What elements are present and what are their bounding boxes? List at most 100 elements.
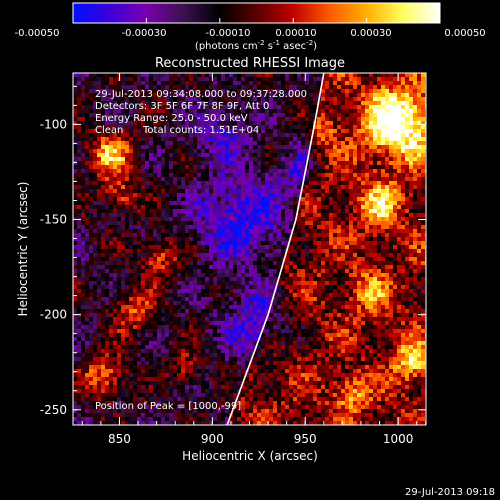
heatmap-cell	[257, 161, 262, 166]
heatmap-cell	[265, 101, 270, 106]
heatmap-cell	[149, 97, 154, 102]
heatmap-cell	[245, 77, 250, 82]
heatmap-cell	[249, 269, 254, 274]
heatmap-cell	[209, 229, 214, 234]
heatmap-cell	[177, 289, 182, 294]
heatmap-cell	[337, 229, 342, 234]
heatmap-cell	[393, 149, 398, 154]
heatmap-cell	[405, 89, 410, 94]
heatmap-cell	[173, 193, 178, 198]
heatmap-cell	[381, 149, 386, 154]
heatmap-cell	[201, 221, 206, 226]
heatmap-cell	[369, 133, 374, 138]
heatmap-cell	[257, 157, 262, 162]
heatmap-cell	[393, 161, 398, 166]
heatmap-cell	[217, 269, 222, 274]
heatmap-cell	[409, 181, 414, 186]
heatmap-cell	[129, 241, 134, 246]
heatmap-cell	[229, 273, 234, 278]
heatmap-cell	[289, 265, 294, 270]
heatmap-cell	[385, 157, 390, 162]
heatmap-cell	[189, 293, 194, 298]
heatmap-cell	[205, 281, 210, 286]
heatmap-cell	[253, 133, 258, 138]
heatmap-cell	[337, 93, 342, 98]
heatmap-cell	[249, 173, 254, 178]
heatmap-cell	[333, 177, 338, 182]
heatmap-cell	[229, 97, 234, 102]
heatmap-cell	[281, 153, 286, 158]
heatmap-cell	[249, 169, 254, 174]
heatmap-cell	[297, 213, 302, 218]
heatmap-cell	[121, 97, 126, 102]
heatmap-cell	[285, 161, 290, 166]
chart-title: Reconstructed RHESSI Image	[155, 56, 345, 71]
heatmap-cell	[133, 73, 138, 78]
heatmap-cell	[225, 273, 230, 278]
heatmap-cell	[185, 113, 190, 118]
heatmap-cell	[285, 281, 290, 286]
heatmap-cell	[137, 197, 142, 202]
heatmap-cell	[345, 145, 350, 150]
heatmap-cell	[229, 237, 234, 242]
heatmap-cell	[133, 173, 138, 178]
heatmap-cell	[253, 77, 258, 82]
heatmap-cell	[141, 229, 146, 234]
heatmap-cell	[189, 289, 194, 294]
heatmap-cell	[209, 185, 214, 190]
heatmap-cell	[77, 73, 82, 78]
heatmap-cell	[137, 209, 142, 214]
heatmap-cell	[161, 293, 166, 298]
heatmap-cell	[121, 237, 126, 242]
heatmap-cell	[313, 161, 318, 166]
heatmap-cell	[325, 137, 330, 142]
heatmap-cell	[141, 145, 146, 150]
heatmap-cell	[129, 169, 134, 174]
heatmap-cell	[293, 185, 298, 190]
heatmap-cell	[305, 253, 310, 258]
heatmap-cell	[105, 129, 110, 134]
heatmap-cell	[97, 145, 102, 150]
heatmap-cell	[357, 269, 362, 274]
heatmap-cell	[145, 261, 150, 266]
heatmap-cell	[89, 145, 94, 150]
heatmap-cell	[417, 109, 422, 114]
heatmap-cell	[169, 165, 174, 170]
heatmap-cell	[193, 189, 198, 194]
heatmap-cell	[397, 233, 402, 238]
heatmap-cell	[405, 213, 410, 218]
heatmap-cell	[221, 217, 226, 222]
heatmap-cell	[365, 141, 370, 146]
heatmap-cell	[401, 233, 406, 238]
heatmap-cell	[289, 237, 294, 242]
heatmap-cell	[273, 109, 278, 114]
heatmap-cell	[161, 213, 166, 218]
heatmap-cell	[317, 125, 322, 130]
heatmap-cell	[201, 149, 206, 154]
heatmap-cell	[417, 245, 422, 250]
heatmap-cell	[229, 125, 234, 130]
heatmap-cell	[161, 237, 166, 242]
heatmap-cell	[369, 177, 374, 182]
heatmap-cell	[233, 269, 238, 274]
heatmap-cell	[221, 113, 226, 118]
heatmap-cell	[257, 133, 262, 138]
heatmap-cell	[177, 261, 182, 266]
heatmap-cell	[337, 233, 342, 238]
heatmap-cell	[157, 125, 162, 130]
heatmap-cell	[289, 85, 294, 90]
heatmap-cell	[393, 277, 398, 282]
heatmap-cell	[177, 121, 182, 126]
heatmap-cell	[145, 241, 150, 246]
heatmap-cell	[249, 137, 254, 142]
heatmap-cell	[273, 265, 278, 270]
heatmap-cell	[177, 161, 182, 166]
heatmap-cell	[237, 125, 242, 130]
heatmap-cell	[225, 285, 230, 290]
heatmap-cell	[297, 85, 302, 90]
heatmap-cell	[253, 181, 258, 186]
heatmap-cell	[197, 157, 202, 162]
heatmap-cell	[225, 289, 230, 294]
heatmap-cell	[85, 197, 90, 202]
heatmap-cell	[209, 201, 214, 206]
